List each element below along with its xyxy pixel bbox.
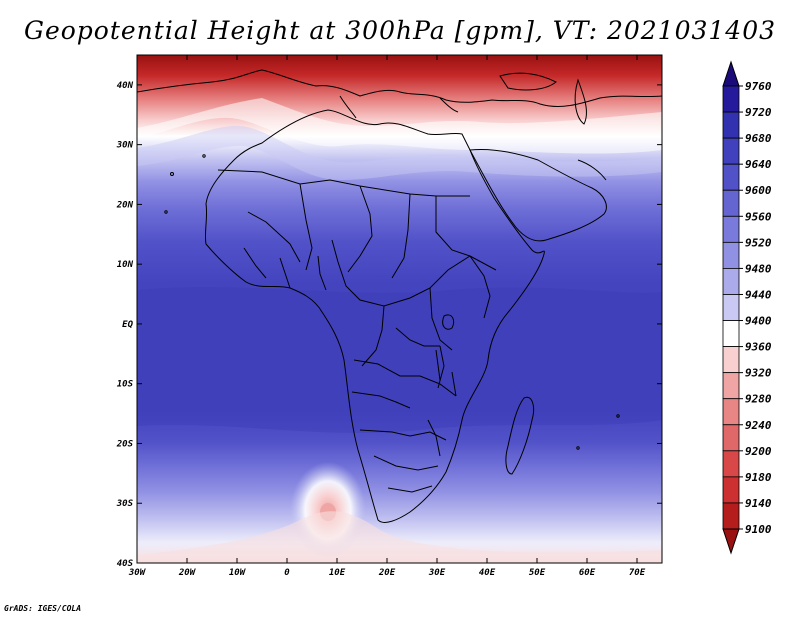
colorbar-box xyxy=(722,424,740,452)
lon-label: 30E xyxy=(428,568,446,578)
colorbar-level-label: 9480 xyxy=(745,262,772,275)
lat-label: 10S xyxy=(117,380,134,390)
colorbar-box xyxy=(722,85,740,113)
lon-label: 30W xyxy=(128,568,147,578)
colorbar-box xyxy=(722,294,740,321)
lon-label: 40E xyxy=(479,568,496,578)
colorbar-box xyxy=(722,502,740,530)
colorbar-box xyxy=(722,163,740,191)
colorbar-level-label: 9320 xyxy=(745,367,772,380)
plot-frame xyxy=(136,54,663,564)
lat-label: 10N xyxy=(117,260,134,270)
lat-label: EQ xyxy=(122,320,133,330)
lat-label: 30N xyxy=(116,141,134,151)
colorbar-box xyxy=(722,398,740,426)
map-title: Geopotential Height at 300hPa [gpm], VT:… xyxy=(23,16,777,45)
latitude-labels: 40N 30N 20N 10N EQ 10S 20S 30S 40S xyxy=(116,81,134,569)
lon-label: 20W xyxy=(178,568,197,578)
colorbar-level-label: 9400 xyxy=(745,315,772,328)
longitude-labels: 30W 20W 10W 0 10E 20E 30E 40E 50E 60E 70E xyxy=(128,568,646,578)
colorbar xyxy=(722,60,740,555)
colorbar-labels: 9760 9720 9680 9640 9600 9560 9520 9480 9440 9400… xyxy=(739,80,772,536)
lon-label: 0 xyxy=(284,568,290,578)
contour-field xyxy=(137,55,662,563)
colorbar-box xyxy=(722,137,740,165)
colorbar-level-label: 9640 xyxy=(745,158,772,171)
colorbar-box xyxy=(722,111,740,139)
lon-label: 50E xyxy=(529,568,546,578)
colorbar-box xyxy=(722,241,740,269)
lat-label: 30S xyxy=(116,499,134,509)
colorbar-level-label: 9280 xyxy=(745,393,772,406)
coastlines xyxy=(137,69,662,523)
lat-label: 40S xyxy=(117,559,134,569)
colorbar-box xyxy=(722,450,740,478)
lon-label: 10W xyxy=(229,568,247,578)
colorbar-box xyxy=(722,372,740,400)
lat-label: 20S xyxy=(116,439,134,449)
colorbar-box xyxy=(722,189,740,217)
lat-label: 40N xyxy=(117,81,134,91)
lon-label: 10E xyxy=(329,568,346,578)
colorbar-level-label: 9720 xyxy=(745,106,772,119)
colorbar-box xyxy=(722,268,740,295)
colorbar-level-label: 9100 xyxy=(745,523,772,536)
lon-label: 20E xyxy=(378,568,396,578)
colorbar-box xyxy=(722,320,740,347)
colorbar-level-label: 9600 xyxy=(745,184,772,197)
colorbar-level-label: 9760 xyxy=(745,80,772,93)
colorbar-level-label: 9200 xyxy=(745,445,772,458)
colorbar-level-label: 9440 xyxy=(745,288,772,301)
colorbar-level-label: 9140 xyxy=(745,497,772,510)
colorbar-box xyxy=(722,476,740,504)
colorbar-bottom-arrow xyxy=(722,528,740,555)
colorbar-level-label: 9680 xyxy=(745,132,772,145)
colorbar-level-label: 9240 xyxy=(745,419,772,432)
lon-label: 70E xyxy=(629,568,646,578)
lat-label: 20N xyxy=(116,200,134,210)
axis-ticks xyxy=(136,55,662,564)
colorbar-level-label: 9560 xyxy=(745,210,772,223)
colorbar-level-label: 9180 xyxy=(745,471,772,484)
lon-label: 60E xyxy=(579,568,596,578)
colorbar-box xyxy=(722,215,740,243)
colorbar-top-arrow xyxy=(722,60,740,87)
colorbar-box xyxy=(722,346,740,374)
credit-text: GrADS: IGES/COLA xyxy=(4,604,82,613)
colorbar-level-label: 9520 xyxy=(745,236,772,249)
colorbar-level-label: 9360 xyxy=(745,341,772,354)
